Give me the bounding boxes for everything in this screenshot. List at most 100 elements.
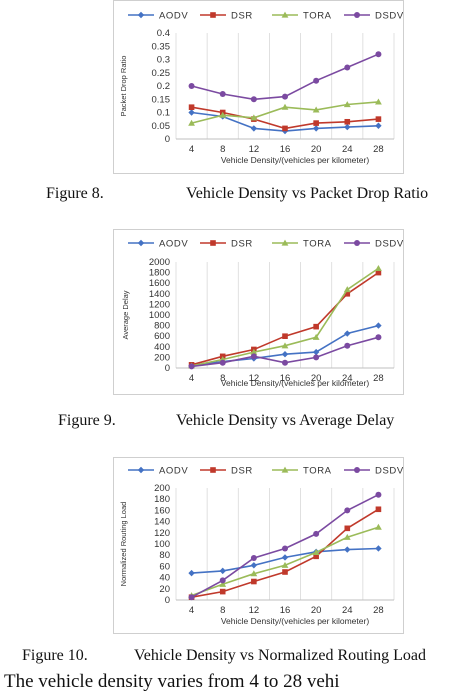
data-point-tora xyxy=(250,114,258,121)
legend-label: AODV xyxy=(159,11,188,22)
data-point-dsdv xyxy=(282,545,288,552)
legend-label: TORA xyxy=(303,11,332,22)
x-axis-label: Vehicle Density/(vehicles per kilometer) xyxy=(221,155,370,165)
legend-item-dsdv: DSDV xyxy=(344,239,403,250)
series-markers-dsdv xyxy=(188,491,382,601)
x-tick-label: 28 xyxy=(373,144,384,155)
chart-average-delay: 0 200 400 600 800 1000 1200 1400 1600 1800 2000 4 8 1… xyxy=(113,229,404,395)
data-point-dsdv xyxy=(282,93,288,100)
y-tick-label: 200 xyxy=(154,352,170,363)
x-tick-label: 24 xyxy=(342,373,353,384)
legend-item-dsr: DSR xyxy=(200,239,252,250)
data-point-aodv xyxy=(137,11,145,19)
y-tick-label: 1600 xyxy=(149,278,170,289)
x-tick-label: 12 xyxy=(249,144,260,155)
x-tick-label: 16 xyxy=(280,605,291,616)
data-point-tora xyxy=(219,111,227,118)
x-tick-label: 20 xyxy=(311,605,322,616)
legend-item-dsdv: DSDV xyxy=(344,11,403,22)
data-point-dsdv xyxy=(344,342,351,349)
data-point-dsdv xyxy=(375,51,382,58)
x-tick-label: 20 xyxy=(311,373,322,384)
body-paragraph-text: The vehicle density varies from 4 to 28 … xyxy=(4,671,340,692)
data-point-tora xyxy=(281,103,289,110)
x-tick-label: 20 xyxy=(311,144,322,155)
x-tick-label: 16 xyxy=(280,144,291,155)
data-point-dsdv xyxy=(250,96,257,103)
data-point-dsr xyxy=(188,104,195,110)
x-tick-label: 24 xyxy=(342,144,353,155)
legend-item-dsr: DSR xyxy=(200,466,253,477)
data-point-dsdv xyxy=(354,240,360,246)
data-point-aodv xyxy=(188,109,195,116)
series-line-dsdv xyxy=(191,53,379,101)
y-tick-label: 0.15 xyxy=(152,94,171,105)
data-point-aodv xyxy=(312,125,320,132)
y-tick-label: 2000 xyxy=(149,257,170,268)
x-tick-label: 12 xyxy=(249,373,260,384)
data-point-dsr xyxy=(344,525,351,532)
data-point-dsdv xyxy=(219,577,226,584)
data-point-dsdv xyxy=(188,594,195,601)
data-point-dsdv xyxy=(354,12,360,18)
series-line-dsr xyxy=(191,271,379,366)
y-tick-label: 200 xyxy=(154,483,170,494)
y-tick-label: 0 xyxy=(165,595,170,606)
data-point-dsdv xyxy=(219,90,226,97)
data-point-dsr xyxy=(210,12,216,18)
legend-item-aodv: AODV xyxy=(128,239,188,250)
data-point-dsdv xyxy=(250,555,257,561)
data-point-aodv xyxy=(344,330,351,337)
data-point-dsr xyxy=(282,569,288,575)
data-point-tora xyxy=(312,106,320,113)
data-point-aodv xyxy=(219,567,226,575)
data-point-dsr xyxy=(375,116,382,122)
data-point-aodv xyxy=(344,123,351,131)
y-tick-label: 1400 xyxy=(149,289,170,300)
y-tick-label: 100 xyxy=(154,539,170,550)
y-tick-label: 1800 xyxy=(149,268,170,279)
data-point-tora xyxy=(250,348,258,355)
y-tick-label: 0.1 xyxy=(157,108,170,119)
data-point-dsr xyxy=(210,467,216,473)
data-point-aodv xyxy=(281,351,289,358)
legend-item-aodv: AODV xyxy=(128,11,188,22)
x-axis-label: Vehicle Density/(vehicles per kilometer) xyxy=(221,616,370,626)
data-point-tora xyxy=(219,580,227,587)
data-point-tora xyxy=(375,98,382,105)
y-axis-label: Packet Drop Ratio xyxy=(119,56,128,117)
y-tick-label: 0.3 xyxy=(157,55,170,66)
legend-label: DSDV xyxy=(375,11,403,22)
data-point-tora xyxy=(343,533,351,540)
data-point-dsr xyxy=(313,323,319,330)
y-tick-label: 80 xyxy=(159,550,170,561)
legend-label: TORA xyxy=(303,239,332,250)
legend-label: AODV xyxy=(159,466,188,477)
legend-item-tora: TORA xyxy=(272,466,331,477)
data-point-dsdv xyxy=(313,354,320,361)
data-point-tora xyxy=(343,101,351,108)
data-point-tora xyxy=(188,119,195,126)
data-point-aodv xyxy=(281,554,289,561)
x-tick-label: 16 xyxy=(280,373,291,384)
data-point-dsr xyxy=(282,333,288,339)
y-tick-label: 160 xyxy=(154,505,170,516)
data-point-dsr xyxy=(375,269,382,276)
figure-9-number: Figure 9. xyxy=(58,412,116,429)
data-point-dsdv xyxy=(354,467,360,473)
x-tick-label: 24 xyxy=(342,605,353,616)
data-point-dsdv xyxy=(219,359,226,366)
series-markers-dsdv xyxy=(188,51,382,103)
legend-label: DSR xyxy=(231,466,253,477)
data-point-tora xyxy=(312,333,320,340)
data-point-dsr xyxy=(313,553,319,560)
series-markers-dsdv xyxy=(188,334,382,370)
series-line-dsr xyxy=(191,508,379,598)
chart-svg-packet-drop-ratio: 0 0.05 0.1 0.15 0.2 0.25 0.3 0.35 0.4 4 8 12 16 20 24 2… xyxy=(119,11,403,166)
legend-label: DSR xyxy=(231,11,253,22)
data-point-tora xyxy=(281,11,289,18)
data-point-aodv xyxy=(375,322,382,329)
data-point-tora xyxy=(281,342,289,349)
data-point-aodv xyxy=(188,569,195,577)
